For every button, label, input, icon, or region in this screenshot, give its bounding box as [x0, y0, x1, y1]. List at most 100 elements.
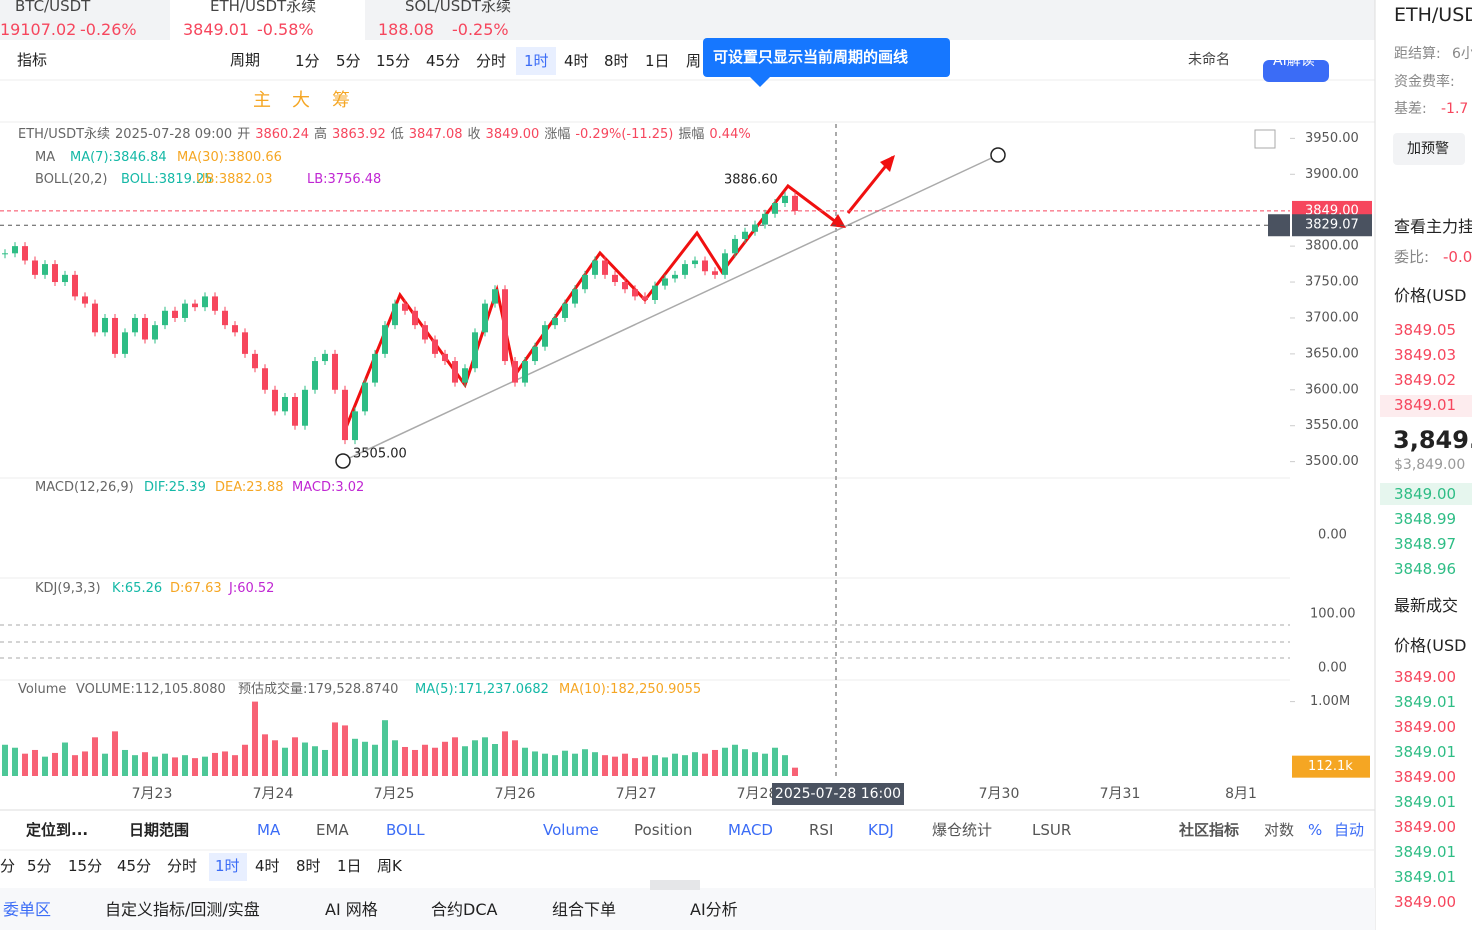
- period-option[interactable]: 周K: [377, 857, 402, 875]
- trade-price: 3849.01: [1394, 868, 1457, 886]
- volume-bar: [232, 755, 238, 776]
- fullscreen[interactable]: [1254, 129, 1276, 149]
- candle: [222, 310, 228, 326]
- panel-tab[interactable]: AI 网格: [325, 900, 378, 919]
- panel-tab[interactable]: 合约DCA: [431, 900, 498, 919]
- panel-tab[interactable]: AI分析: [690, 900, 738, 919]
- indicator-tab[interactable]: BOLL: [386, 821, 425, 839]
- candle: [212, 296, 218, 311]
- indicator-tab[interactable]: EMA: [316, 821, 349, 839]
- period-option[interactable]: 8时: [296, 857, 321, 875]
- volume-bar: [772, 747, 778, 776]
- bid-price: 3849.00: [1394, 485, 1457, 503]
- boll-legend: BOLL(20,2): [35, 172, 108, 187]
- anchor[interactable]: [990, 147, 1006, 163]
- period-option[interactable]: 5分: [27, 857, 52, 875]
- anchor[interactable]: [335, 453, 351, 469]
- ohlc-item: 3849.00: [485, 127, 540, 142]
- volume-bar: [202, 756, 208, 776]
- trade-price: 3849.01: [1394, 743, 1457, 761]
- candle: [32, 260, 38, 275]
- indicator-tab[interactable]: Position: [634, 821, 693, 839]
- candle: [102, 317, 108, 333]
- period-option[interactable]: 8时: [604, 52, 629, 70]
- indicator-tab[interactable]: KDJ: [868, 821, 894, 839]
- x-tick-label: 7月26: [495, 786, 536, 802]
- boll-legend: LB:3756.48: [307, 172, 382, 187]
- tab-symbol: ETH/USDT永续: [210, 0, 317, 15]
- y-tick-label: 100.00: [1310, 607, 1356, 622]
- period-option[interactable]: 4时: [564, 52, 589, 70]
- period-option[interactable]: 1日: [337, 857, 362, 875]
- candle: [692, 260, 698, 265]
- indicator-tab[interactable]: 爆仓统计: [932, 821, 993, 839]
- period-option[interactable]: 45分: [426, 52, 461, 70]
- period-option[interactable]: 15分: [68, 857, 103, 875]
- panel-tab[interactable]: 组合下单: [552, 900, 617, 919]
- ohlc-item: 振幅: [678, 127, 705, 142]
- candle: [362, 382, 368, 412]
- period-option[interactable]: 1时: [524, 52, 549, 70]
- x-tick-label: 7月27: [616, 786, 657, 802]
- ask-price: 3849.03: [1394, 346, 1457, 364]
- indicator-tab[interactable]: Volume: [543, 821, 599, 839]
- period-option[interactable]: 1分: [295, 52, 320, 70]
- ohlc-item: 收: [467, 127, 481, 142]
- label: -0.0: [1443, 248, 1472, 266]
- label: 查看主力挂: [1394, 217, 1472, 236]
- period-option[interactable]: 1日: [645, 52, 670, 70]
- period-option[interactable]: 1时: [215, 857, 240, 875]
- handle[interactable]: [650, 880, 700, 890]
- candle: [502, 289, 508, 362]
- volume-bar: [412, 749, 418, 776]
- volume-bar: [472, 740, 478, 776]
- volume-bar: [212, 752, 218, 776]
- period-option[interactable]: 周: [686, 52, 702, 70]
- candle: [592, 260, 598, 275]
- label: 最新成交: [1394, 596, 1459, 615]
- period-option[interactable]: 5分: [336, 52, 361, 70]
- ohlc-item: ETH/USDT永续: [18, 127, 111, 142]
- y-tick-label: 3950.00: [1305, 131, 1359, 146]
- indicator-tab[interactable]: LSUR: [1032, 821, 1072, 839]
- x-tick-label: 7月24: [253, 786, 294, 802]
- volume-bar: [332, 722, 338, 776]
- volume-bar: [2, 744, 8, 776]
- boll-legend: UB:3882.03: [196, 172, 273, 187]
- date-range-button[interactable]: 日期范围: [129, 821, 190, 839]
- alert-button[interactable]: [1393, 133, 1465, 165]
- indicator-tab[interactable]: RSI: [809, 821, 834, 839]
- panel-tab[interactable]: 委单区: [3, 900, 52, 919]
- indicator-tab[interactable]: MACD: [728, 821, 773, 839]
- indicator-tab[interactable]: MA: [257, 821, 281, 839]
- volume-bar: [702, 753, 708, 776]
- period-option[interactable]: 分: [0, 857, 16, 875]
- candle: [72, 274, 78, 297]
- alert-button[interactable]: 加预警: [1407, 141, 1449, 157]
- candle: [672, 274, 678, 279]
- volume-bar: [522, 747, 528, 776]
- period-option[interactable]: 4时: [255, 857, 280, 875]
- tab-change: -0.26%: [80, 20, 137, 39]
- volume-bar: [302, 742, 308, 776]
- last-price-usd: $3,849.00: [1394, 457, 1466, 473]
- ai-button[interactable]: [1263, 60, 1329, 82]
- period-option[interactable]: 分时: [476, 52, 507, 70]
- volume-bar: [92, 737, 98, 776]
- indicators-button: 指标: [17, 51, 48, 69]
- macd-legend: MACD(12,26,9): [35, 480, 134, 495]
- bid-highlight: [1380, 483, 1472, 505]
- period-option[interactable]: 分时: [167, 857, 198, 875]
- ohlc-item: 3847.08: [408, 127, 463, 142]
- candle: [512, 361, 518, 383]
- panel-tab[interactable]: 自定义指标/回测/实盘: [105, 900, 260, 919]
- volume-bar: [492, 744, 498, 776]
- x-tick-label: 7月23: [132, 786, 173, 802]
- volume-bar: [792, 767, 798, 776]
- period-option[interactable]: 15分: [376, 52, 411, 70]
- period-option[interactable]: 45分: [117, 857, 152, 875]
- volume-legend: MA(10):182,250.9055: [559, 682, 702, 697]
- locate-button[interactable]: 定位到...: [26, 821, 89, 839]
- volume-bar: [282, 747, 288, 776]
